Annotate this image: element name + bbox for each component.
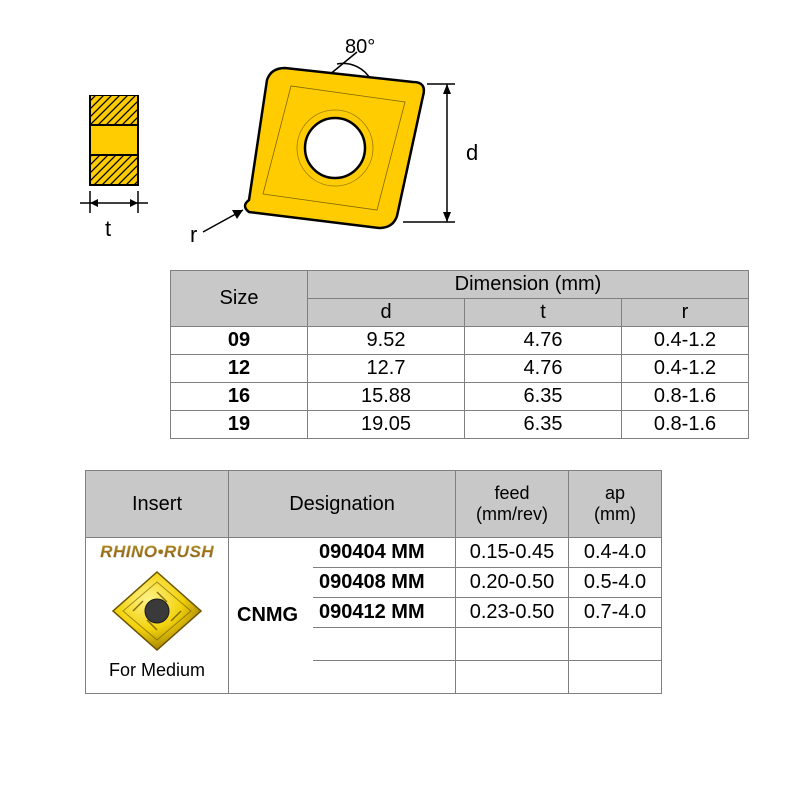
ap-header: ap (mm) xyxy=(569,471,662,538)
t-col-header: t xyxy=(465,299,622,327)
designation-header: Designation xyxy=(229,471,456,538)
angle-label: 80° xyxy=(345,36,375,59)
cnmg-label: CNMG xyxy=(229,538,314,694)
dimension-table: Size Dimension (mm) d t r 09 9.52 4.76 0… xyxy=(170,270,749,439)
table-row: 19 19.05 6.35 0.8-1.6 xyxy=(171,411,749,439)
table-row: 09 9.52 4.76 0.4-1.2 xyxy=(171,327,749,355)
insert-top-diagram xyxy=(185,40,475,260)
r-dimension-label: r xyxy=(190,222,197,248)
table-row: 16 15.88 6.35 0.8-1.6 xyxy=(171,383,749,411)
for-medium-label: For Medium xyxy=(90,660,224,681)
size-header: Size xyxy=(171,271,308,327)
d-dimension-label: d xyxy=(466,140,478,166)
insert-header: Insert xyxy=(86,471,229,538)
designation-table-wrap: Insert Designation feed (mm/rev) ap (mm)… xyxy=(85,470,662,694)
page-container: t 80° d r Size Dimension (mm) d t r xyxy=(0,0,800,800)
feed-header: feed (mm/rev) xyxy=(456,471,569,538)
insert-cell: RHINO•RUSH xyxy=(86,538,229,694)
side-profile-diagram xyxy=(80,95,160,255)
rhino-rush-label: RHINO•RUSH xyxy=(90,542,224,562)
designation-table: Insert Designation feed (mm/rev) ap (mm)… xyxy=(85,470,662,694)
dimension-header: Dimension (mm) xyxy=(308,271,749,299)
table-row: RHINO•RUSH xyxy=(86,538,662,568)
insert-photo-icon xyxy=(107,566,207,656)
t-dimension-label: t xyxy=(105,216,111,242)
r-col-header: r xyxy=(622,299,749,327)
table-row: 12 12.7 4.76 0.4-1.2 xyxy=(171,355,749,383)
d-col-header: d xyxy=(308,299,465,327)
